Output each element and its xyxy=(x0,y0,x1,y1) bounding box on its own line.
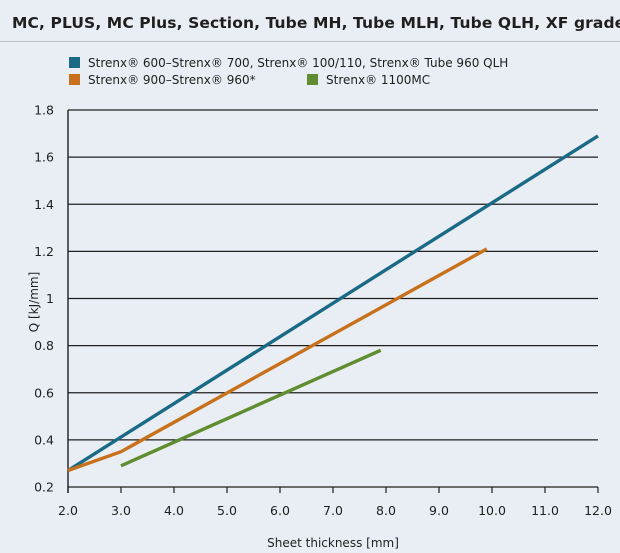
legend-label-series-3: Strenx® 1100MC xyxy=(326,73,430,87)
series-line-3 xyxy=(120,348,382,468)
x-tick-label: 11.0 xyxy=(531,503,559,518)
y-tick-label: 1.8 xyxy=(34,103,54,118)
y-tick-label: 1 xyxy=(46,291,54,306)
x-axis-ticks: 2.0 3.0 4.0 5.0 6.0 7.0 8.0 9.0 10.0 11.0 12.0 xyxy=(58,487,612,518)
gridlines xyxy=(68,109,598,488)
legend-swatch-series-3 xyxy=(307,74,318,85)
y-tick-label: 1.6 xyxy=(34,150,54,165)
y-tick-label: 1.4 xyxy=(34,197,54,212)
y-tick-label: 0.4 xyxy=(34,432,54,447)
series-line-2 xyxy=(67,247,488,473)
x-axis-label: Sheet thickness [mm] xyxy=(267,536,399,550)
x-tick-label: 6.0 xyxy=(270,503,290,518)
legend: Strenx® 600–Strenx® 700, Strenx® 100/110… xyxy=(69,56,508,87)
y-tick-label: 1.2 xyxy=(34,244,54,259)
y-axis-ticks: 0.2 0.4 0.6 0.8 1 1.2 1.4 1.6 1.8 xyxy=(34,103,54,495)
x-tick-label: 4.0 xyxy=(164,503,184,518)
series-lines xyxy=(67,134,599,473)
legend-label-series-2: Strenx® 900–Strenx® 960* xyxy=(88,73,256,87)
y-tick-label: 0.6 xyxy=(34,385,54,400)
y-axis-label: Q [kJ/mm] xyxy=(27,272,41,333)
legend-swatch-series-2 xyxy=(69,74,80,85)
y-tick-label: 0.2 xyxy=(34,480,54,495)
series-line-1 xyxy=(67,134,599,472)
x-tick-label: 3.0 xyxy=(111,503,131,518)
x-tick-label: 7.0 xyxy=(323,503,343,518)
x-tick-label: 5.0 xyxy=(217,503,237,518)
chart-title: MC, PLUS, MC Plus, Section, Tube MH, Tub… xyxy=(0,0,620,42)
legend-swatch-series-1 xyxy=(69,57,80,68)
x-tick-label: 12.0 xyxy=(584,503,612,518)
x-tick-label: 8.0 xyxy=(376,503,396,518)
y-tick-label: 0.8 xyxy=(34,338,54,353)
x-tick-label: 2.0 xyxy=(58,503,78,518)
x-tick-label: 10.0 xyxy=(478,503,506,518)
x-tick-label: 9.0 xyxy=(429,503,449,518)
legend-label-series-1: Strenx® 600–Strenx® 700, Strenx® 100/110… xyxy=(88,56,508,70)
